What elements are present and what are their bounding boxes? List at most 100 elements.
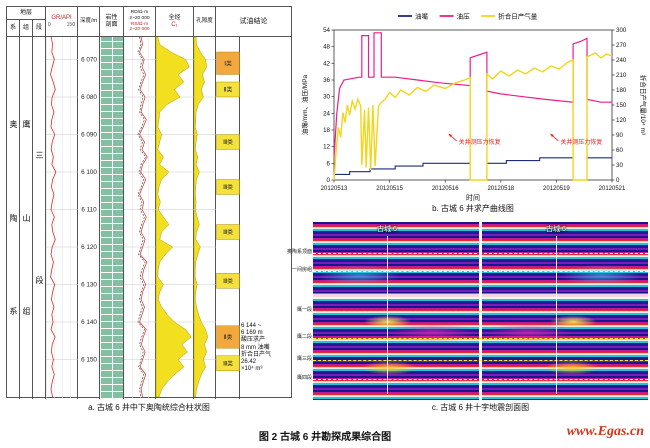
horizon-label: 鹰二段 [296, 334, 312, 340]
horizon-line [313, 271, 648, 272]
annotation-arrowhead [550, 133, 554, 138]
right-axis-tick-label: 120 [616, 117, 627, 124]
left-axis-title: 油嘴/mm、油压/MPa [300, 74, 309, 135]
left-axis-tick-label: 12 [323, 144, 330, 151]
gr-label: GR/API [51, 14, 72, 21]
well-label-right: 古城 6 [546, 226, 566, 233]
track-system [7, 37, 20, 399]
strat-char: 鹰 [22, 120, 31, 130]
right-axis-tick-label: 60 [616, 147, 623, 154]
left-axis-tick-label: 24 [323, 110, 330, 117]
caption-panel-a: a. 古城 6 井中下奥陶统综合柱状图 [88, 403, 210, 412]
x-axis-tick-label: 20120515 [376, 186, 403, 192]
track-resistivity [124, 37, 156, 399]
note-line: 26.42 [241, 359, 257, 366]
strat-char: 段 [35, 275, 44, 285]
left-axis-tick-label: 18 [323, 127, 330, 134]
panel-c-seismic-section: 古城 6 古城 6 [313, 222, 648, 400]
track-formation [20, 37, 33, 399]
panel-b-production-chart: 0 6 12 18 24 30 36 42 48 54 0 30 60 90 120 150 180 210 240… [298, 4, 648, 216]
strat-char: 组 [22, 306, 31, 316]
lithology-label-1: 岩性 [105, 14, 118, 21]
strat-char: 奥 [9, 120, 18, 130]
track-depth [78, 37, 100, 399]
note-line: 折合日产气 [241, 351, 272, 358]
left-axis-tick-label: 48 [323, 44, 330, 51]
figure-caption: 图 2 古城 6 井勘探成果综合图 [258, 432, 392, 443]
rs-range: 2~20 000 [129, 27, 150, 33]
strat-char: 系 [9, 306, 18, 316]
note-line: 酸压求产 [241, 337, 266, 344]
horizon-line [313, 311, 648, 312]
track-member [33, 37, 46, 399]
header-formation: 组 [20, 20, 33, 37]
track-lithology [100, 37, 124, 399]
x-axis-title: 时间 [466, 193, 480, 202]
right-axis-tick-label: 300 [616, 27, 627, 34]
rs-label: RS/Ω·m [130, 21, 149, 27]
header-stratigraphy: 地层 [7, 7, 46, 20]
header-resistivity: RD/Ω·m 2~20 000 RS/Ω·m 2~20 000 [124, 7, 156, 37]
left-axis-tick-label: 36 [323, 77, 330, 84]
header-gr-track: GR/API 0 150 [46, 7, 78, 37]
strat-member: 三段 [33, 37, 46, 399]
right-axis-tick-label: 210 [616, 72, 627, 79]
acid-frac-note: 6 144 ~6 169 m 酸压求产 8 mm 油嘴 折合日产气 26.42 ×10⁴ … [241, 323, 290, 373]
right-axis-tick-label: 0 [616, 177, 620, 184]
lithology-label-2: 剖面 [105, 21, 118, 28]
well-trajectory-left [387, 236, 388, 394]
shutin-annotation: 关井测压力恢复 [560, 138, 602, 146]
strat-system: 奥陶系 [7, 37, 20, 399]
horizon-label: 鹰四段 [296, 375, 312, 381]
header-system: 系 [7, 20, 20, 37]
strat-formation: 鹰山组 [20, 37, 33, 399]
plot-frame [333, 29, 613, 181]
series-油嘴 [334, 162, 471, 175]
shutin-annotation: 关井测压力恢复 [459, 138, 501, 146]
left-axis-tick-label: 6 [327, 160, 331, 167]
series-油嘴 [486, 157, 574, 164]
strat-char: 山 [22, 213, 31, 223]
x-axis-tick-label: 20120513 [321, 186, 348, 192]
right-axis-tick-label: 30 [616, 162, 623, 169]
right-axis-tick-label: 90 [616, 132, 623, 139]
horizon-label: 鹰一段 [296, 307, 312, 313]
well-label-left: 古城 6 [377, 226, 397, 233]
track-total-hydrocarbon [156, 37, 194, 399]
gr-scale-min: 0 [48, 21, 51, 28]
horizon-line [313, 360, 648, 361]
track-gr [46, 37, 78, 399]
tg-label: 全烃 [168, 14, 181, 21]
legend-label: 油压 [457, 12, 471, 21]
header-depth: 深度/m [78, 7, 100, 37]
horizon-line [313, 253, 648, 254]
note-line: ×10⁴ m³ [241, 366, 263, 373]
left-axis-tick-label: 42 [323, 60, 330, 67]
production-chart-svg: 0 6 12 18 24 30 36 42 48 54 0 30 60 90 120 150 180 210 240… [300, 12, 648, 203]
right-axis-tick-label: 180 [616, 87, 627, 94]
horizon-label: 奥陶系顶面 [287, 249, 313, 255]
header-porosity: 孔隙度 [194, 7, 216, 37]
c1-label: C₁ [171, 21, 178, 28]
horizon-line [313, 379, 648, 380]
horizon-label: 鹰三段 [296, 356, 312, 362]
note-line: 8 mm 油嘴 [241, 344, 270, 351]
annotation-arrowhead [448, 133, 453, 138]
strat-char: 三 [35, 151, 44, 161]
horizon-line [313, 338, 648, 339]
x-axis-tick-label: 20120516 [432, 186, 459, 192]
panel-a-well-log: 地层 系 组 段 GR/API 0 150 深度/m 岩性 剖面 RD/Ω·m … [6, 6, 292, 399]
gr-scale-max: 150 [66, 21, 75, 28]
x-axis-tick-label: 20120519 [543, 186, 570, 192]
rd-label: RD/Ω·m [130, 10, 149, 16]
right-axis-tick-label: 150 [616, 102, 627, 109]
caption-panel-c: c. 古城 6 井十字地震剖面图 [431, 403, 530, 412]
gr-scale: 0 150 [46, 22, 77, 29]
track-porosity [194, 37, 216, 399]
legend-label: 油嘴 [415, 12, 429, 21]
left-axis-tick-label: 54 [323, 27, 330, 34]
series-油压 [333, 32, 612, 158]
strat-char: 陶 [9, 213, 18, 223]
well-trajectory-right [556, 236, 557, 394]
